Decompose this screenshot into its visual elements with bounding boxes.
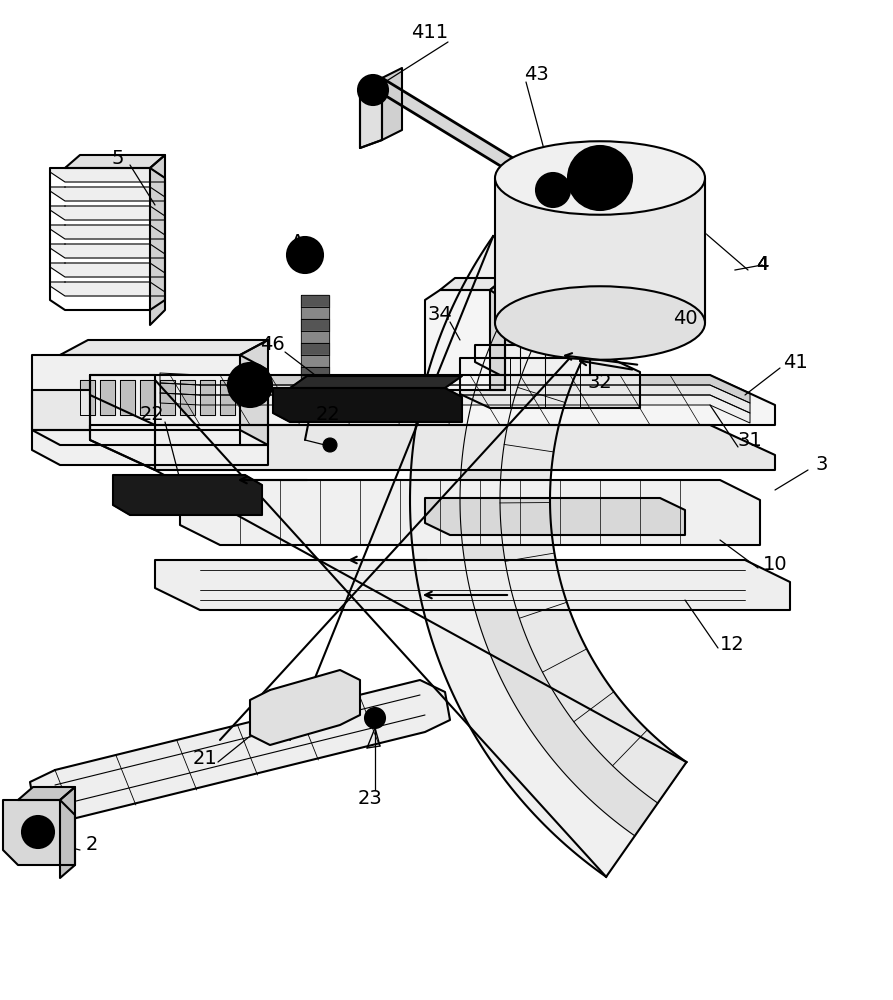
Polygon shape [30, 680, 450, 822]
Ellipse shape [495, 141, 705, 215]
Polygon shape [220, 380, 235, 415]
Polygon shape [301, 391, 329, 403]
Polygon shape [500, 288, 687, 803]
Text: 12: 12 [720, 636, 745, 654]
Text: 34: 34 [428, 306, 453, 324]
Polygon shape [3, 800, 75, 865]
Circle shape [586, 164, 614, 192]
Polygon shape [100, 380, 115, 415]
Polygon shape [50, 263, 165, 277]
Text: 31: 31 [738, 430, 763, 450]
Text: 4: 4 [755, 255, 768, 274]
Text: 10: 10 [763, 556, 788, 574]
Text: 22: 22 [139, 406, 164, 424]
Ellipse shape [495, 286, 705, 360]
Polygon shape [160, 380, 175, 415]
Text: 4: 4 [755, 255, 768, 274]
Circle shape [366, 83, 380, 97]
Text: 23: 23 [357, 788, 382, 808]
Polygon shape [60, 340, 268, 355]
Text: 22: 22 [315, 406, 340, 424]
Polygon shape [60, 787, 75, 878]
Polygon shape [250, 670, 360, 745]
Polygon shape [140, 380, 155, 415]
Polygon shape [301, 307, 329, 319]
Text: 46: 46 [260, 336, 284, 355]
Polygon shape [301, 403, 329, 415]
Polygon shape [425, 290, 505, 390]
Polygon shape [90, 425, 775, 470]
Polygon shape [113, 475, 262, 515]
Text: 43: 43 [523, 66, 548, 85]
Polygon shape [460, 265, 658, 836]
Polygon shape [301, 379, 329, 391]
Polygon shape [160, 383, 750, 413]
Polygon shape [32, 430, 268, 465]
Polygon shape [50, 225, 165, 239]
Polygon shape [155, 560, 790, 610]
Polygon shape [440, 278, 505, 290]
Polygon shape [200, 380, 215, 415]
Circle shape [287, 237, 323, 273]
Polygon shape [301, 319, 329, 331]
Polygon shape [460, 358, 640, 408]
Polygon shape [490, 278, 505, 390]
Polygon shape [80, 380, 95, 415]
Circle shape [323, 438, 337, 452]
Circle shape [545, 182, 561, 198]
Polygon shape [475, 345, 590, 375]
Polygon shape [495, 178, 705, 323]
Circle shape [228, 363, 272, 407]
Polygon shape [410, 236, 635, 877]
Polygon shape [301, 367, 329, 379]
Polygon shape [50, 168, 165, 182]
Circle shape [536, 173, 570, 207]
Polygon shape [120, 380, 135, 415]
Polygon shape [360, 78, 382, 148]
Polygon shape [368, 78, 562, 195]
Polygon shape [301, 355, 329, 367]
Circle shape [365, 708, 385, 728]
Polygon shape [50, 282, 165, 296]
Polygon shape [382, 68, 402, 140]
Polygon shape [301, 295, 329, 307]
Polygon shape [180, 380, 195, 415]
Circle shape [568, 146, 632, 210]
Circle shape [297, 247, 313, 263]
Polygon shape [425, 498, 685, 535]
Text: 4: 4 [755, 255, 768, 274]
Circle shape [31, 825, 45, 839]
Polygon shape [65, 155, 165, 168]
Circle shape [240, 375, 260, 395]
Polygon shape [240, 340, 268, 445]
Polygon shape [180, 480, 760, 545]
Polygon shape [273, 388, 462, 422]
Polygon shape [160, 373, 750, 403]
Polygon shape [32, 390, 90, 430]
Text: 5: 5 [112, 148, 124, 167]
Polygon shape [290, 376, 462, 388]
Text: 40: 40 [672, 308, 697, 328]
Polygon shape [90, 375, 775, 425]
Polygon shape [50, 206, 165, 220]
Text: 2: 2 [86, 836, 98, 854]
Circle shape [22, 816, 54, 848]
Circle shape [358, 75, 388, 105]
Text: A: A [291, 232, 305, 251]
Polygon shape [90, 375, 155, 470]
Text: 41: 41 [782, 353, 807, 371]
Polygon shape [301, 331, 329, 343]
Polygon shape [150, 155, 165, 325]
Text: 21: 21 [193, 748, 217, 768]
Text: 3: 3 [816, 456, 828, 475]
Polygon shape [50, 187, 165, 201]
Polygon shape [32, 355, 268, 445]
Text: 411: 411 [412, 22, 448, 41]
Polygon shape [301, 343, 329, 355]
Polygon shape [160, 393, 750, 423]
Polygon shape [18, 787, 75, 800]
Text: 32: 32 [588, 372, 613, 391]
Polygon shape [50, 244, 165, 258]
